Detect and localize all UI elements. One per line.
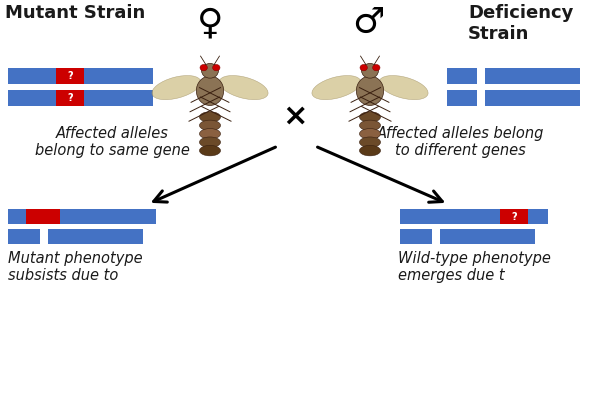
Ellipse shape <box>219 76 268 100</box>
Ellipse shape <box>359 128 380 139</box>
Ellipse shape <box>362 63 379 78</box>
Text: Affected alleles
belong to same gene: Affected alleles belong to same gene <box>34 126 190 158</box>
Bar <box>48 229 143 244</box>
Bar <box>8 68 153 84</box>
Bar <box>485 90 580 106</box>
Text: ♂: ♂ <box>352 6 384 40</box>
Bar <box>447 90 477 106</box>
Text: ?: ? <box>511 212 517 221</box>
Ellipse shape <box>202 63 219 78</box>
Bar <box>26 209 60 224</box>
Bar <box>400 209 548 224</box>
Bar <box>400 229 432 244</box>
Text: Wild-type phenotype
emerges due t: Wild-type phenotype emerges due t <box>398 251 551 283</box>
Text: Affected alleles belong
to different genes: Affected alleles belong to different gen… <box>376 126 544 158</box>
Ellipse shape <box>199 120 220 131</box>
Ellipse shape <box>199 137 220 147</box>
Ellipse shape <box>152 76 201 100</box>
Bar <box>56 90 84 106</box>
Bar <box>440 229 535 244</box>
Bar <box>8 229 40 244</box>
Ellipse shape <box>359 145 380 156</box>
Ellipse shape <box>359 120 380 131</box>
Ellipse shape <box>196 76 224 106</box>
Ellipse shape <box>312 76 361 100</box>
Text: ?: ? <box>67 71 73 81</box>
Bar <box>8 209 156 224</box>
Ellipse shape <box>213 65 220 71</box>
Ellipse shape <box>373 65 380 71</box>
Ellipse shape <box>199 112 220 122</box>
Ellipse shape <box>200 65 207 71</box>
Ellipse shape <box>356 76 383 106</box>
Text: ?: ? <box>67 93 73 103</box>
Ellipse shape <box>360 65 367 71</box>
Ellipse shape <box>199 145 220 156</box>
Text: Mutant Strain: Mutant Strain <box>5 4 145 22</box>
Text: Deficiency
Strain: Deficiency Strain <box>468 4 573 43</box>
Text: ×: × <box>282 102 308 130</box>
Text: ♀: ♀ <box>197 6 223 40</box>
Ellipse shape <box>199 128 220 139</box>
Ellipse shape <box>359 112 380 122</box>
Text: Mutant phenotype
subsists due to: Mutant phenotype subsists due to <box>8 251 143 283</box>
Bar <box>56 68 84 84</box>
Bar <box>485 68 580 84</box>
Bar <box>500 209 528 224</box>
Ellipse shape <box>359 137 380 147</box>
Bar <box>447 68 477 84</box>
Ellipse shape <box>379 76 428 100</box>
Bar <box>8 90 153 106</box>
